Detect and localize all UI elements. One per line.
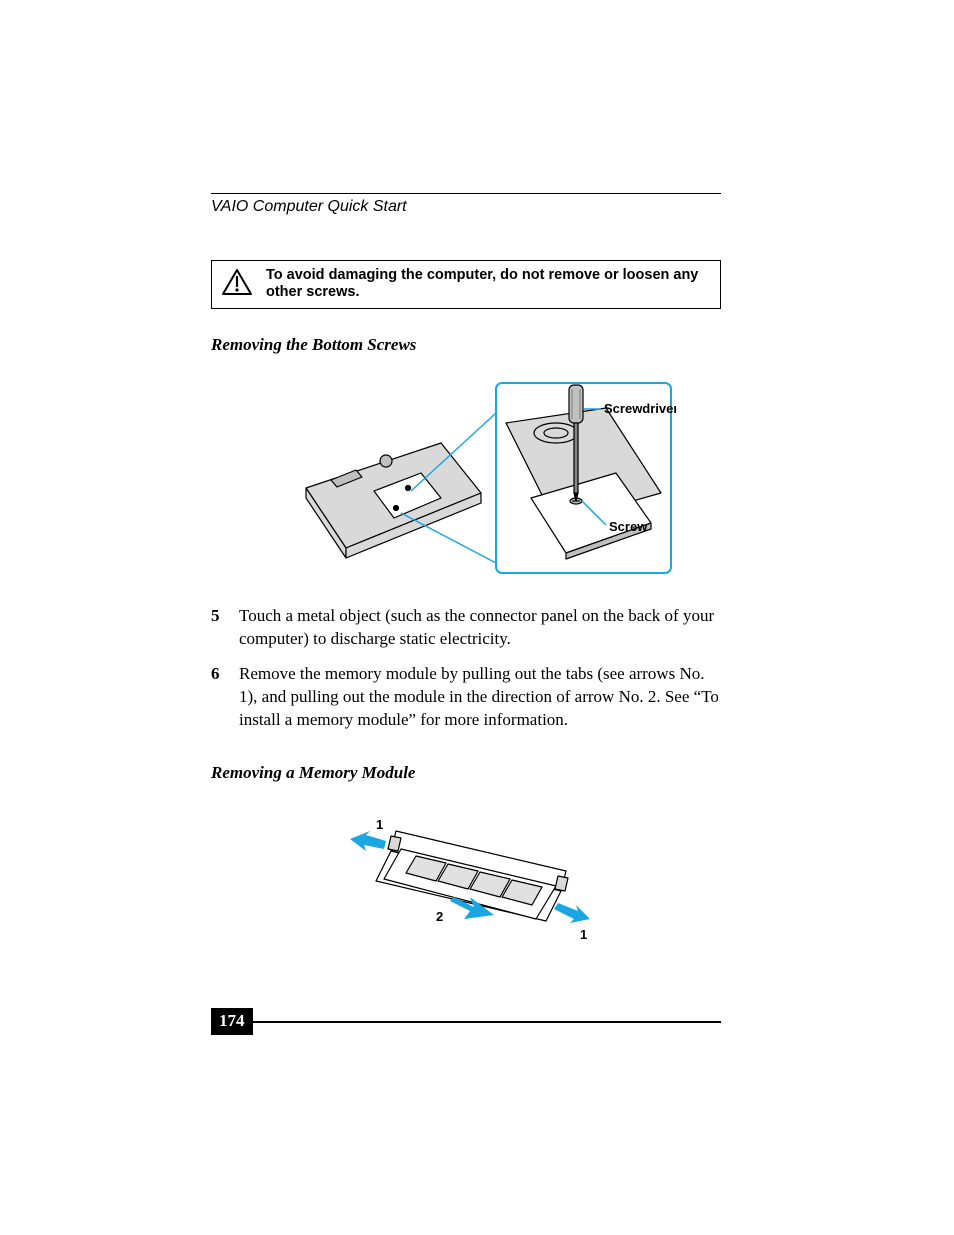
arrow-1-left bbox=[350, 831, 386, 851]
label-2: 2 bbox=[436, 909, 443, 924]
warning-box: To avoid damaging the computer, do not r… bbox=[211, 260, 721, 309]
figure1: Screwdriver Screw bbox=[211, 373, 721, 583]
figure2: 1 1 2 bbox=[211, 801, 721, 961]
step-text: Remove the memory module by pulling out … bbox=[239, 663, 721, 732]
step-number: 5 bbox=[211, 605, 239, 651]
content-area: VAIO Computer Quick Start To avoid damag… bbox=[211, 193, 721, 961]
header-rule bbox=[211, 193, 721, 194]
figure1-caption: Removing the Bottom Screws bbox=[211, 335, 721, 355]
label-screw: Screw bbox=[609, 519, 648, 534]
label-1-right: 1 bbox=[580, 927, 587, 942]
step-number: 6 bbox=[211, 663, 239, 732]
step-6: 6 Remove the memory module by pulling ou… bbox=[211, 663, 721, 732]
footer-rule bbox=[253, 1021, 722, 1023]
figure2-caption: Removing a Memory Module bbox=[211, 763, 721, 783]
step-5: 5 Touch a metal object (such as the conn… bbox=[211, 605, 721, 651]
warning-text: To avoid damaging the computer, do not r… bbox=[266, 267, 710, 302]
page-footer: 174 bbox=[211, 1008, 721, 1035]
steps-list: 5 Touch a metal object (such as the conn… bbox=[211, 605, 721, 732]
page: VAIO Computer Quick Start To avoid damag… bbox=[0, 0, 954, 1235]
label-1-left: 1 bbox=[376, 817, 383, 832]
page-number: 174 bbox=[211, 1008, 253, 1035]
step-text: Touch a metal object (such as the connec… bbox=[239, 605, 721, 651]
arrow-1-right bbox=[554, 903, 590, 923]
warning-icon bbox=[222, 269, 252, 300]
running-head: VAIO Computer Quick Start bbox=[211, 198, 721, 216]
label-screwdriver: Screwdriver bbox=[604, 401, 676, 416]
